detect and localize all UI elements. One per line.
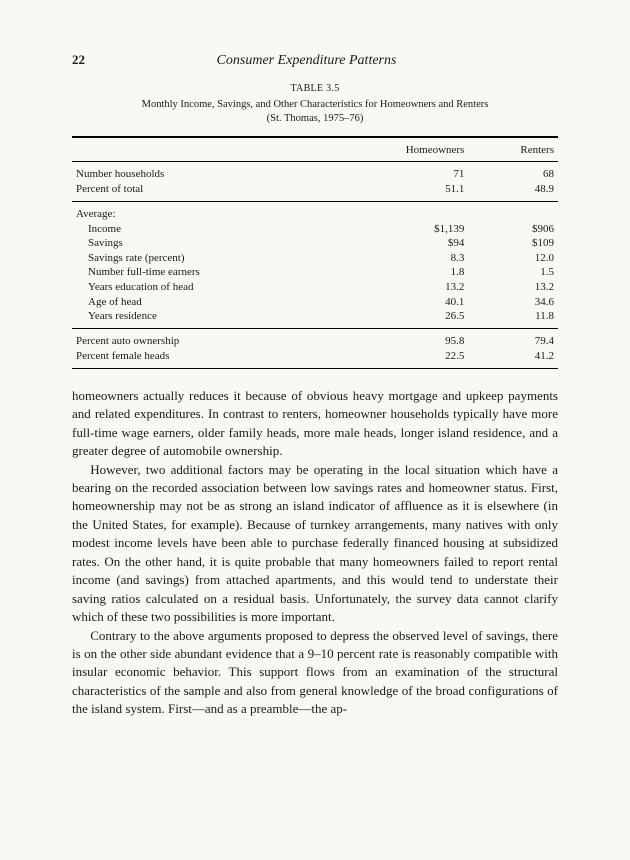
cell: 48.9 [468,182,558,202]
table-row: Years education of head 13.2 13.2 [72,280,558,295]
page-number: 22 [72,52,85,68]
row-label: Savings [72,236,325,251]
body-text: homeowners actually reduces it because o… [72,387,558,719]
row-label: Average: [72,201,325,221]
table-row: Years residence 26.5 11.8 [72,309,558,329]
row-label: Percent auto ownership [72,329,325,349]
cell: 1.5 [468,265,558,280]
cell: 51.1 [325,182,469,202]
cell: 26.5 [325,309,469,329]
table-row: Average: [72,201,558,221]
cell: 95.8 [325,329,469,349]
cell: 13.2 [468,280,558,295]
table-row: Percent of total 51.1 48.9 [72,182,558,202]
table-row: Income $1,139 $906 [72,221,558,236]
table-caption: Monthly Income, Savings, and Other Chara… [72,98,558,126]
table-row: Percent auto ownership 95.8 79.4 [72,329,558,349]
table-caption-line1: Monthly Income, Savings, and Other Chara… [142,99,489,110]
cell: 13.2 [325,280,469,295]
cell: $94 [325,236,469,251]
cell: 1.8 [325,265,469,280]
col-renters: Renters [468,137,558,162]
table-row: Percent female heads 22.5 41.2 [72,348,558,368]
page-header: 22 Consumer Expenditure Patterns [72,52,558,69]
row-label: Savings rate (percent) [72,250,325,265]
table-caption-line2: (St. Thomas, 1975–76) [267,113,364,124]
row-label: Years education of head [72,280,325,295]
row-label: Years residence [72,309,325,329]
cell: $1,139 [325,221,469,236]
table-row: Number households 71 68 [72,162,558,182]
table-row: Age of head 40.1 34.6 [72,294,558,309]
cell: 68 [468,162,558,182]
table-row: Savings $94 $109 [72,236,558,251]
cell: 22.5 [325,348,469,368]
row-label: Number households [72,162,325,182]
cell: 34.6 [468,294,558,309]
paragraph: Contrary to the above arguments proposed… [72,627,558,719]
table-row: Savings rate (percent) 8.3 12.0 [72,250,558,265]
cell: 12.0 [468,250,558,265]
cell: 8.3 [325,250,469,265]
table-row: Number full-time earners 1.8 1.5 [72,265,558,280]
col-homeowners: Homeowners [325,137,469,162]
data-table: Homeowners Renters Number households 71 … [72,136,558,368]
paragraph: homeowners actually reduces it because o… [72,387,558,461]
running-head: Consumer Expenditure Patterns [85,53,558,69]
cell: 40.1 [325,294,469,309]
cell: 11.8 [468,309,558,329]
cell: 71 [325,162,469,182]
cell: 41.2 [468,348,558,368]
cell: $906 [468,221,558,236]
paragraph: However, two additional factors may be o… [72,461,558,627]
table-label: TABLE 3.5 [72,83,558,94]
row-label: Income [72,221,325,236]
row-label: Percent female heads [72,348,325,368]
cell: 79.4 [468,329,558,349]
cell: $109 [468,236,558,251]
row-label: Age of head [72,294,325,309]
row-label: Number full-time earners [72,265,325,280]
page: 22 Consumer Expenditure Patterns TABLE 3… [0,0,630,860]
row-label: Percent of total [72,182,325,202]
